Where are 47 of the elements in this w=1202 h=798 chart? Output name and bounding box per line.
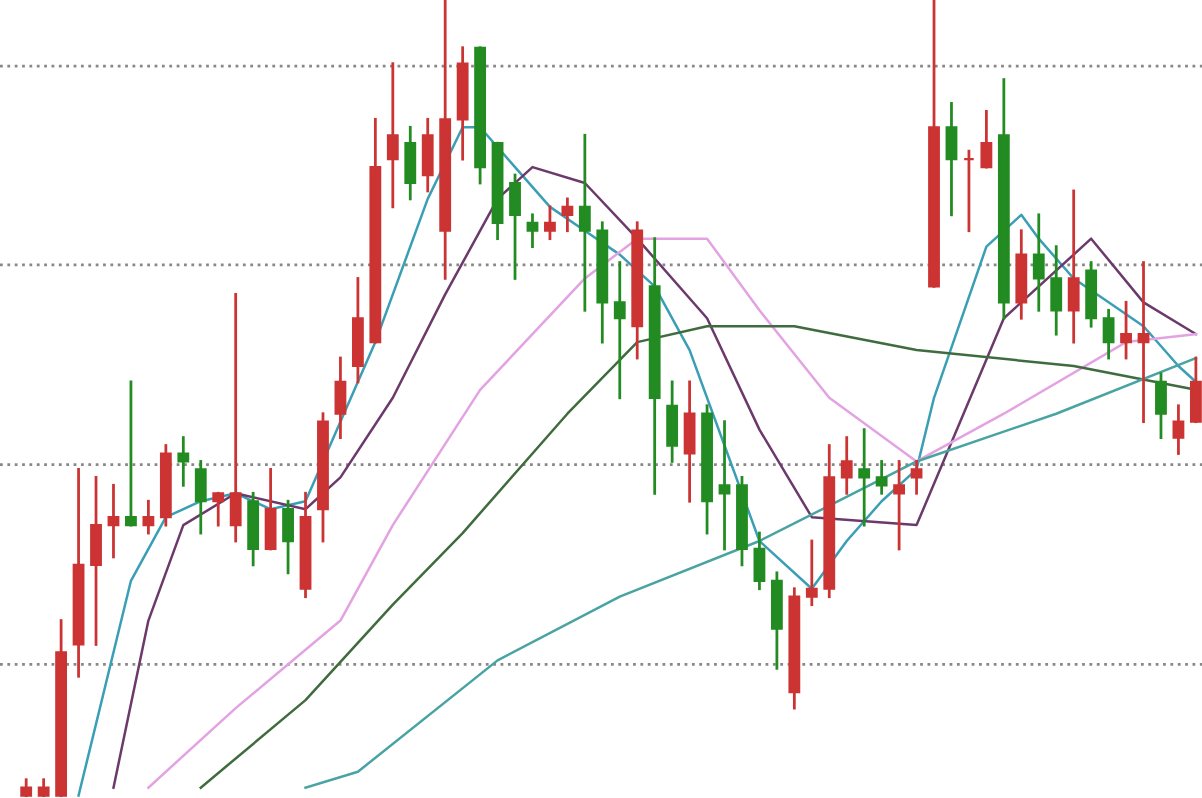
candlestick (875, 460, 888, 495)
candlestick (526, 213, 539, 249)
candlestick (1050, 245, 1063, 336)
candlestick (980, 110, 993, 169)
candlestick (212, 491, 225, 527)
candlestick (578, 133, 591, 312)
candlestick (910, 460, 923, 495)
candlestick (963, 149, 975, 233)
candlestick (666, 380, 679, 463)
candlestick (334, 356, 347, 439)
candlestick (1155, 372, 1167, 439)
candlestick (177, 436, 190, 487)
candlestick (386, 62, 399, 209)
candlestick (1015, 229, 1028, 320)
candlestick (125, 380, 137, 527)
candlestick (1067, 189, 1080, 344)
candlestick (544, 205, 556, 241)
candlestick (404, 125, 417, 201)
candlestick (1172, 404, 1185, 455)
candlestick (1189, 356, 1202, 424)
candlestick (770, 571, 783, 670)
candlestick (90, 475, 102, 646)
candlestick (945, 102, 958, 217)
candlestick (1032, 213, 1045, 312)
candlestick (683, 380, 696, 503)
candlestick (561, 197, 574, 233)
candlestick (613, 261, 626, 400)
candlestick (509, 173, 521, 280)
candlestick (805, 539, 818, 607)
candlestick (194, 460, 207, 535)
candlestick (247, 491, 260, 567)
candlestick (229, 292, 242, 543)
candlestick (282, 499, 294, 575)
candlestick (840, 436, 853, 495)
candlestick (893, 460, 906, 551)
candlestick (1102, 308, 1115, 360)
candlestick (107, 483, 120, 559)
candlestick (351, 277, 364, 384)
candlestick (1120, 300, 1132, 360)
candlestick (753, 531, 766, 591)
candlestick (1085, 261, 1098, 328)
candlestick (1137, 261, 1150, 424)
candlestick (858, 428, 871, 527)
candlestick (264, 468, 277, 551)
candlestick (718, 420, 731, 551)
candlestick (142, 499, 155, 535)
candlestick (421, 117, 434, 193)
